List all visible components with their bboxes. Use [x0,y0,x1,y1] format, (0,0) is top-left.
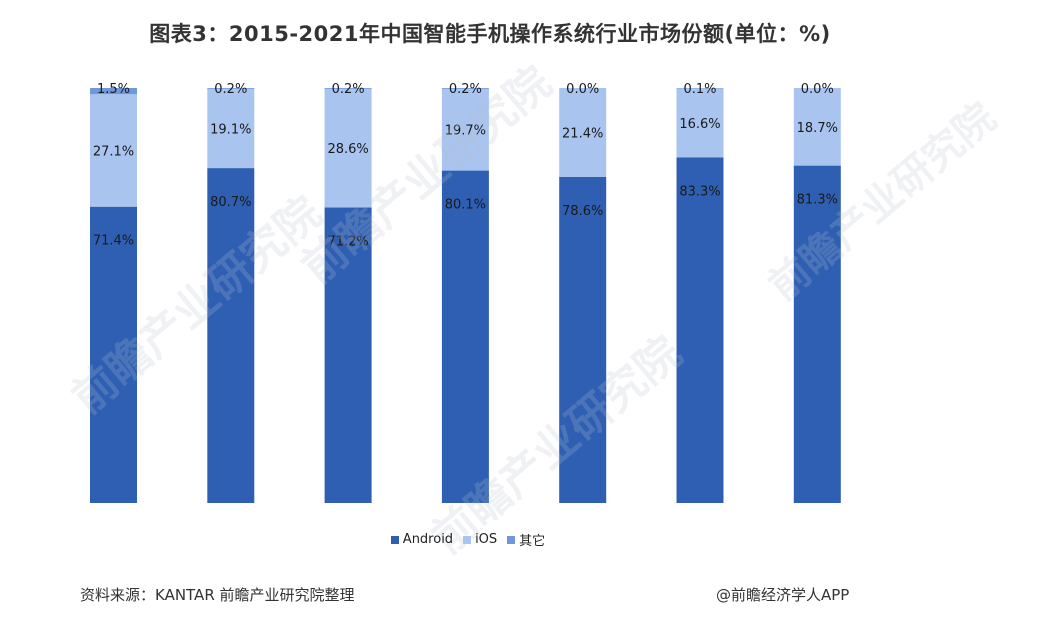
data-label-other: 0.1% [683,82,716,97]
legend-swatch-android [390,535,399,544]
data-label-ios: 19.1% [210,122,251,137]
bar-segment-ios [324,88,372,208]
legend-label-other: 其它 [519,534,546,549]
data-label-other: 0.2% [332,82,365,97]
legend-item-android: Android [390,532,454,547]
bar-segment-ios [676,88,724,158]
bar-segment-other [324,88,372,89]
bar-segment-other [441,88,489,89]
bar-segment-other [207,88,255,89]
legend-label-ios: iOS [475,532,498,547]
data-label-android: 78.6% [562,204,603,219]
data-label-android: 71.2% [327,235,368,250]
bar-segment-android [324,207,372,503]
legend-item-other: 其它 [507,530,545,549]
legend-swatch-ios [463,535,472,544]
chart-legend: Android iOS 其它 [0,530,936,549]
bar-segment-ios [559,88,607,177]
bar-group: 71.4% 27.1% 1.5% [90,82,137,503]
bar-segment-android [793,165,841,504]
bar-group: 71.2% 28.6% 0.2% [324,82,372,503]
data-label-ios: 28.6% [327,142,368,157]
data-label-other: 0.2% [449,82,482,97]
bar-segment-android [559,176,607,503]
data-label-ios: 27.1% [93,144,134,159]
bar-group: 80.7% 19.1% 0.2% [207,82,255,503]
data-label-other: 0.0% [566,82,599,97]
bar-segment-ios [207,88,255,169]
data-label-other: 1.5% [97,82,130,97]
data-label-ios: 16.6% [679,117,720,132]
data-label-android: 71.4% [93,234,134,249]
data-label-ios: 21.4% [562,126,603,141]
bar-segment-ios [90,94,137,207]
source-note: 资料来源：KANTAR 前瞻产业研究院整理 [80,586,355,604]
data-label-android: 80.1% [445,198,486,213]
bar-segment-android [676,157,724,503]
legend-item-ios: iOS [463,532,497,547]
data-label-other: 0.0% [801,82,834,97]
bar-group: 83.3% 16.6% 0.1% [676,82,724,503]
bar-segment-other [90,88,137,95]
data-label-android: 81.3% [797,193,838,208]
bar-segment-ios [441,88,489,171]
data-label-other: 0.2% [214,82,247,97]
bar-group: 80.1% 19.7% 0.2% [441,82,489,503]
bar-group: 78.6% 21.4% 0.0% [559,82,607,503]
data-label-ios: 18.7% [797,121,838,136]
chart-title: 图表3：2015-2021年中国智能手机操作系统行业市场份额(单位：%) [149,22,831,46]
credit-note: @前瞻经济学人APP [716,586,850,604]
data-label-android: 80.7% [210,195,251,210]
data-label-ios: 19.7% [445,124,486,139]
legend-swatch-other [507,535,516,544]
bar-segment-android [90,206,137,503]
bar-segment-ios [793,88,841,166]
legend-label-android: Android [402,532,454,547]
data-label-android: 83.3% [679,184,720,199]
bar-group: 81.3% 18.7% 0.0% [793,82,841,504]
bar-segment-android [441,170,489,503]
bar-segment-android [207,168,255,503]
